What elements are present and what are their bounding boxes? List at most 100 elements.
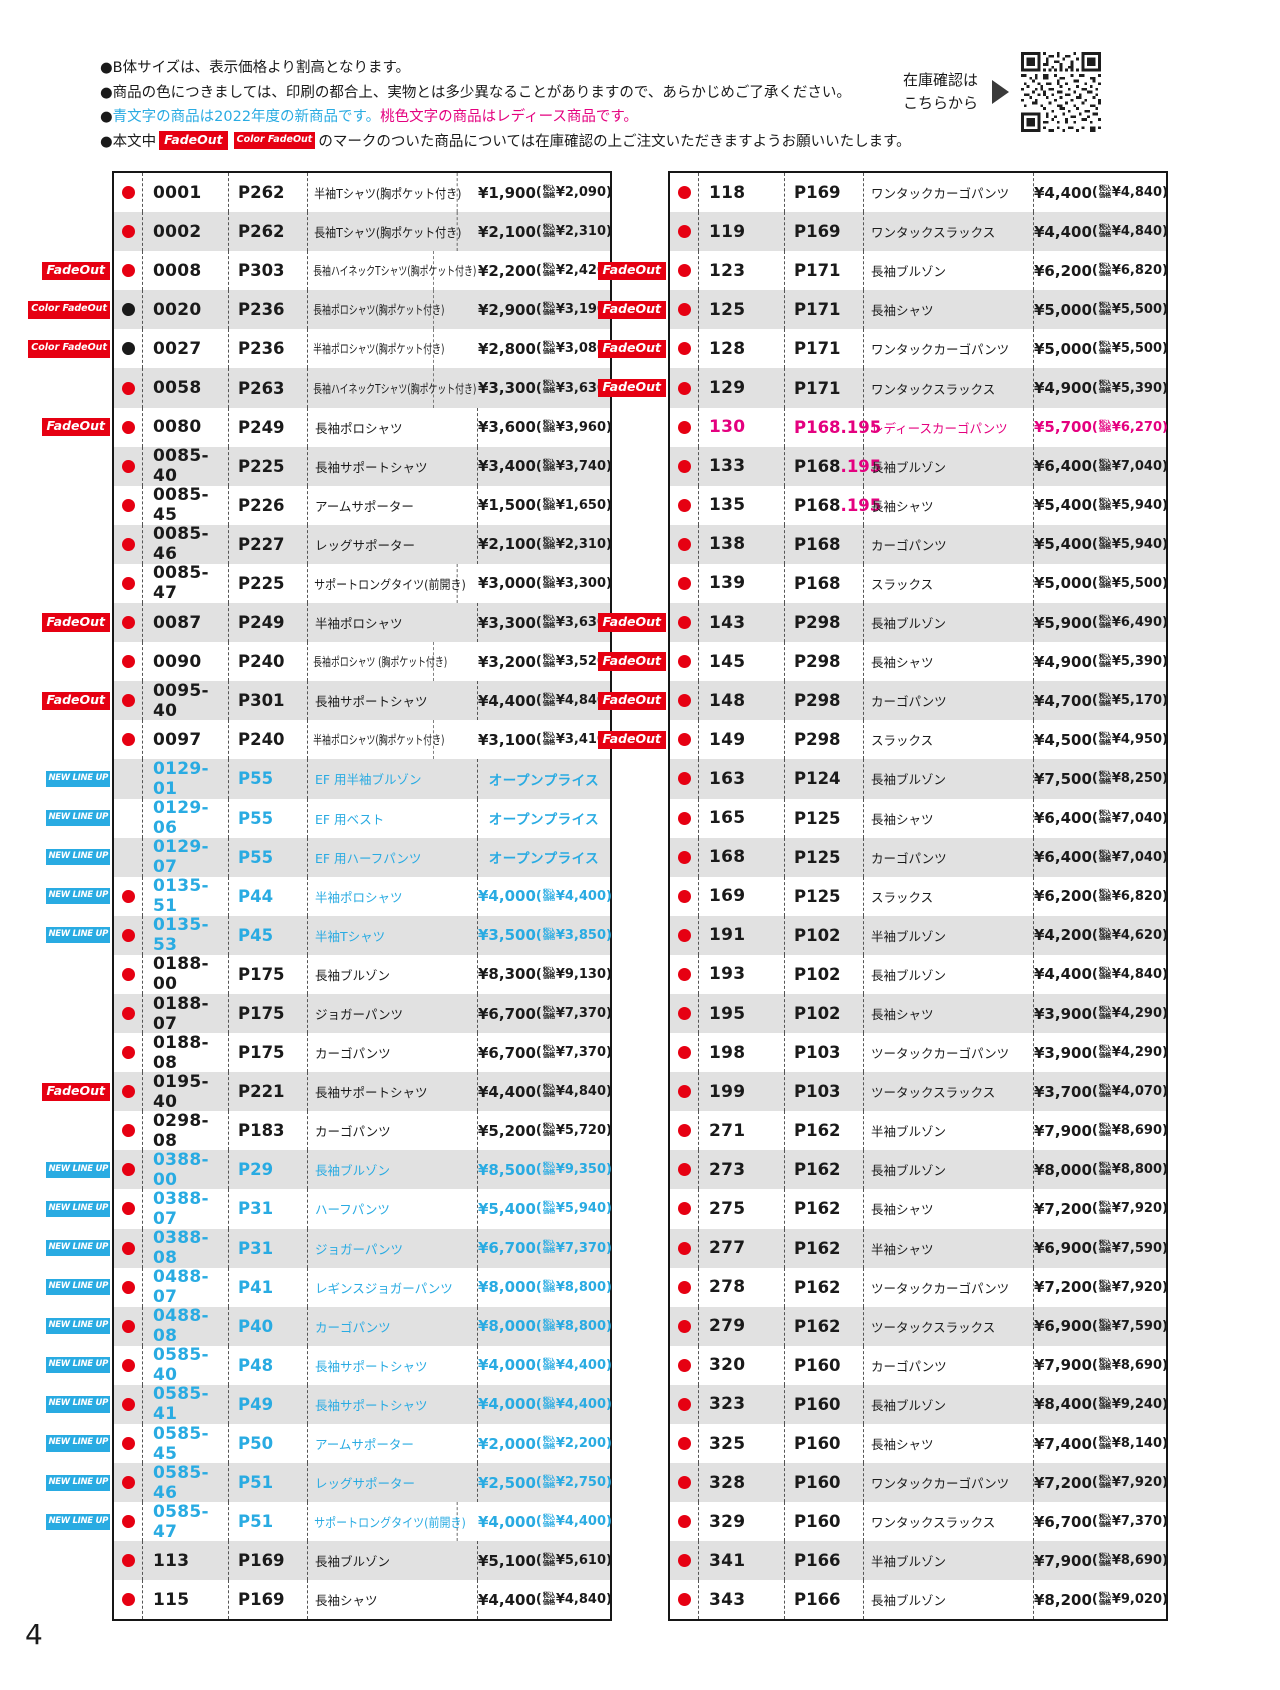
- price-tax-included: ¥7,040: [1111, 458, 1163, 474]
- price-cell: ¥5,900(税込 価格 ¥6,490): [1034, 603, 1168, 642]
- paren-close: ): [606, 1045, 612, 1061]
- page-reference: P183: [229, 1111, 308, 1151]
- tax-label-line2: 価格: [1098, 1129, 1111, 1137]
- tax-label-line1: 税込: [542, 575, 555, 583]
- product-name: ワンタックカーゴパンツ: [864, 329, 1034, 369]
- paren-open: (: [1091, 380, 1098, 396]
- tax-label-line2: 価格: [1098, 426, 1111, 434]
- paren-close: ): [1162, 536, 1168, 552]
- tax-included-label: 税込 価格: [543, 264, 555, 277]
- row-badge-slot: FadeOut: [597, 720, 666, 759]
- tax-label-line2: 価格: [542, 699, 555, 707]
- tax-label-line2: 価格: [1098, 738, 1111, 746]
- tax-included-label: 税込 価格: [1099, 459, 1111, 473]
- dot-cell: [670, 798, 699, 838]
- tax-label-line1: 税込: [1098, 1005, 1111, 1013]
- product-name: 半袖ポロシャツ: [308, 603, 478, 643]
- price-tax-included: ¥3,960: [555, 419, 607, 435]
- table-row: 0388-00 P29 長袖ブルゾン ¥8,500(税込 価格 ¥9,350): [114, 1150, 612, 1190]
- tax-included-label: 税込 価格: [1099, 1163, 1111, 1176]
- product-name: 半袖シャツ: [864, 1228, 1034, 1268]
- dot-cell: [670, 1111, 699, 1151]
- table-row: 133 P168.195 長袖ブルゾン ¥6,400(税込 価格 ¥7,040): [670, 446, 1168, 486]
- table-row: 115 P169 長袖シャツ ¥4,400(税込 価格 ¥4,840): [114, 1580, 612, 1620]
- page-reference: P31: [229, 1189, 308, 1229]
- product-code: 129: [699, 368, 785, 408]
- paren-open: (: [1091, 497, 1098, 513]
- tax-label-line2: 価格: [1098, 1207, 1111, 1215]
- table-row: 273 P162 長袖ブルゾン ¥8,000(税込 価格 ¥8,800): [670, 1150, 1168, 1190]
- price-main: ¥3,900: [1034, 1043, 1092, 1062]
- paren-close: ): [1162, 849, 1168, 865]
- table-row: 0585-47 P51 サポートロングタイツ(前開き) ¥4,000(税込 価格 ¥4,4…: [114, 1502, 612, 1542]
- table-row: 323 P160 長袖ブルゾン ¥8,400(税込 価格 ¥9,240): [670, 1384, 1168, 1424]
- table-row: 168 P125 カーゴパンツ ¥6,400(税込 価格 ¥7,040): [670, 837, 1168, 877]
- tax-included-label: 税込 価格: [543, 1554, 555, 1567]
- row-badge-slot: FadeOut: [597, 603, 666, 642]
- price-tax-included: ¥6,820: [1111, 263, 1163, 279]
- price-cell: ¥5,100(税込 価格 ¥5,610): [478, 1541, 612, 1580]
- price-cell: ¥4,200(税込 価格 ¥4,620): [1034, 916, 1168, 955]
- paren-open: (: [1091, 966, 1098, 982]
- tax-label-line2: 価格: [1098, 934, 1111, 942]
- product-code: 128: [699, 329, 785, 369]
- product-name: 長袖シャツ: [864, 1424, 1034, 1464]
- table-row: 0585-40 P48 長袖サポートシャツ ¥4,000(税込 価格 ¥4,400): [114, 1345, 612, 1385]
- row-badge-slot: NEW LINE UP: [46, 916, 110, 955]
- price-cell: ¥7,200(税込 価格 ¥7,920): [1034, 1189, 1168, 1228]
- product-name: 長袖シャツ: [308, 1580, 478, 1620]
- red-color-dot: [677, 264, 691, 278]
- page-reference: P303: [229, 251, 308, 291]
- table-row: 125 P171 長袖シャツ ¥5,000(税込 価格 ¥5,500): [670, 290, 1168, 330]
- price-cell: ¥6,400(税込 価格 ¥7,040): [1034, 799, 1168, 838]
- tax-label-line1: 税込: [542, 302, 555, 310]
- product-code: 145: [699, 642, 785, 682]
- table-row: 0298-08 P183 カーゴパンツ ¥5,200(税込 価格 ¥5,720): [114, 1111, 612, 1151]
- tax-label-line1: 税込: [542, 458, 555, 466]
- paren-open: (: [1091, 654, 1098, 670]
- dot-cell: [114, 446, 143, 486]
- price-cell: ¥3,900(税込 価格 ¥4,290): [1034, 994, 1168, 1033]
- price-main: ¥4,500: [1034, 730, 1092, 749]
- row-badge-slot: FadeOut: [597, 368, 666, 407]
- page-reference: P102: [785, 954, 864, 994]
- open-price-label: オープンプライス: [488, 772, 600, 789]
- product-code: 0085-40: [143, 446, 229, 486]
- product-code: 0488-07: [143, 1267, 229, 1307]
- tax-label-line1: 税込: [1098, 654, 1111, 662]
- product-code: 119: [699, 212, 785, 252]
- table-row: 329 P160 ワンタックスラックス ¥6,700(税込 価格 ¥7,370): [670, 1502, 1168, 1542]
- table-row: 0388-07 P31 ハーフパンツ ¥5,400(税込 価格 ¥5,940): [114, 1189, 612, 1229]
- product-code: 0188-00: [143, 954, 229, 994]
- page-reference: P166: [785, 1541, 864, 1581]
- price-cell: ¥6,700(税込 価格 ¥7,370): [1034, 1502, 1168, 1541]
- tax-label-line2: 価格: [1098, 1520, 1111, 1528]
- dot-cell: [114, 407, 143, 447]
- price-tax-included: ¥6,270: [1111, 419, 1163, 435]
- tax-label-line1: 税込: [1098, 224, 1111, 232]
- page-reference: P175: [229, 954, 308, 994]
- color-fadeout-badge: Color FadeOut: [28, 340, 110, 358]
- paren-close: ): [606, 458, 612, 474]
- price-tax-included: ¥4,620: [1111, 927, 1163, 943]
- product-code: 118: [699, 173, 785, 213]
- price-cell: ¥7,900(税込 価格 ¥8,690): [1034, 1346, 1168, 1385]
- paren-close: ): [606, 1201, 612, 1217]
- tax-label-line1: 税込: [1098, 536, 1111, 544]
- new-lineup-badge: NEW LINE UP: [46, 770, 110, 788]
- price-main: ¥7,400: [1034, 1434, 1092, 1453]
- price-cell: ¥3,500(税込 価格 ¥3,850): [478, 916, 612, 955]
- price-tax-included: ¥4,070: [1111, 1084, 1163, 1100]
- table-row: 113 P169 長袖ブルゾン ¥5,100(税込 価格 ¥5,610): [114, 1541, 612, 1581]
- table-row: 0085-45 P226 アームサポーター ¥1,500(税込 価格 ¥1,650): [114, 485, 612, 525]
- table-row: 278 P162 ツータックカーゴパンツ ¥7,200(税込 価格 ¥7,920): [670, 1267, 1168, 1307]
- tax-included-label: 税込 価格: [1099, 342, 1111, 355]
- product-code: 0058: [143, 368, 229, 408]
- tax-label-line2: 価格: [1098, 817, 1111, 825]
- red-color-dot: [677, 1358, 691, 1372]
- tax-label-line2: 価格: [1098, 1051, 1111, 1059]
- product-name: カーゴパンツ: [864, 681, 1034, 721]
- product-code: 0080: [143, 407, 229, 447]
- dot-cell: [114, 1267, 143, 1307]
